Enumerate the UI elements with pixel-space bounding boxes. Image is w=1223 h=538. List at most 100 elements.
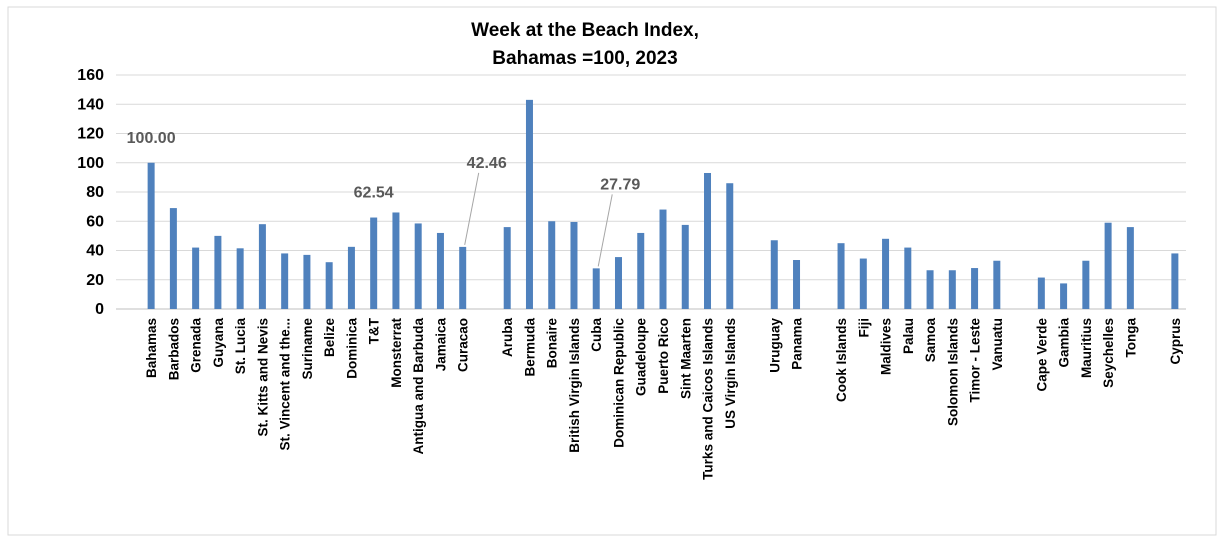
value-label: 42.46 [467, 155, 507, 172]
bar [1171, 253, 1179, 309]
bar [214, 235, 222, 309]
x-tick-label: Belize [322, 318, 337, 358]
x-tick-label: Mauritius [1079, 318, 1094, 378]
bar [147, 162, 155, 309]
y-tick-label: 80 [86, 184, 104, 201]
value-label: 27.79 [600, 176, 640, 193]
bar [525, 99, 533, 309]
bar [681, 224, 689, 309]
bar [347, 246, 355, 309]
y-tick-label: 20 [86, 272, 104, 289]
value-label: 100.00 [127, 130, 176, 147]
x-tick-label: Timor - Leste [968, 318, 983, 403]
bar [1104, 222, 1112, 309]
bar [1126, 227, 1134, 309]
x-tick-label: Suriname [300, 318, 315, 380]
x-tick-label: Sint Maarten [678, 318, 693, 399]
x-tick-label: Samoa [923, 318, 938, 363]
bar [414, 223, 422, 309]
bar [726, 183, 734, 309]
x-tick-label: Uruguay [767, 318, 782, 373]
leader-line [597, 194, 613, 267]
bar [370, 217, 378, 309]
bar [1082, 260, 1090, 309]
bar [793, 260, 801, 309]
bar [882, 238, 890, 309]
x-tick-label: Monsterrat [389, 318, 404, 388]
bar [614, 257, 622, 309]
bar [659, 209, 667, 309]
x-tick-label: Jamaica [433, 318, 448, 372]
y-tick-label: 60 [86, 213, 104, 230]
x-tick-label: Guadeloupe [634, 318, 649, 396]
x-tick-label: Solomon Islands [945, 318, 960, 426]
bar [325, 262, 333, 309]
x-tick-label: Grenada [189, 318, 204, 373]
bar [592, 268, 600, 309]
bar [837, 243, 845, 309]
bar [236, 248, 244, 309]
bar [548, 221, 556, 309]
chart-title: Bahamas =100, 2023 [492, 48, 677, 69]
x-tick-label: Aruba [500, 318, 515, 357]
y-tick-label: 0 [95, 301, 104, 318]
bar [281, 253, 289, 309]
bar [770, 240, 778, 309]
y-tick-label: 100 [77, 155, 104, 172]
bar [258, 224, 266, 309]
x-tick-label: Puerto Rico [656, 318, 671, 394]
x-tick-label: Dominica [344, 318, 359, 379]
chart-frame [7, 6, 1217, 536]
bar [948, 270, 956, 309]
x-tick-label: T&T [367, 317, 382, 344]
bar [859, 258, 867, 309]
x-tick-label: St. Vincent and the... [278, 318, 293, 451]
x-tick-label: Turks and Caicos Islands [701, 318, 716, 480]
bar [1037, 277, 1045, 309]
x-tick-label: Fiji [856, 318, 871, 338]
bar [570, 221, 578, 309]
chart-title: Week at the Beach Index, [471, 20, 699, 41]
bar [392, 212, 400, 309]
x-tick-label: Bermuda [522, 318, 537, 377]
bar [303, 254, 311, 309]
x-tick-label: Tonga [1123, 318, 1138, 358]
x-tick-label: St. Kitts and Nevis [255, 318, 270, 437]
value-label: 62.54 [354, 185, 394, 202]
x-tick-label: Panama [790, 318, 805, 370]
y-tick-label: 140 [77, 96, 104, 113]
bar [503, 227, 511, 309]
bar [993, 260, 1001, 309]
x-tick-label: British Virgin Islands [567, 318, 582, 453]
x-tick-label: Cook Islands [834, 318, 849, 402]
bar [169, 208, 177, 309]
bar [192, 247, 200, 309]
x-tick-label: Guyana [211, 318, 226, 368]
y-tick-label: 120 [77, 126, 104, 143]
y-tick-label: 40 [86, 243, 104, 260]
bar [436, 232, 444, 309]
x-tick-label: Barbados [166, 318, 181, 380]
x-tick-label: Cuba [589, 318, 604, 352]
x-tick-label: St. Lucia [233, 318, 248, 375]
x-tick-label: Cyprus [1168, 318, 1183, 365]
bar [459, 246, 467, 309]
x-tick-label: Seychelles [1101, 318, 1116, 388]
x-tick-label: Palau [901, 318, 916, 354]
x-tick-label: Cape Verde [1034, 318, 1049, 392]
x-tick-label: Vanuatu [990, 318, 1005, 371]
bar [704, 172, 712, 309]
bar [1060, 283, 1068, 309]
x-tick-label: US Virgin Islands [723, 318, 738, 429]
x-tick-label: Curacao [456, 318, 471, 372]
leader-line [464, 172, 480, 245]
x-tick-label: Bonaire [545, 318, 560, 369]
x-tick-label: Dominican Republic [611, 318, 626, 448]
bar [926, 270, 934, 309]
x-tick-label: Maldives [879, 318, 894, 375]
bar [637, 232, 645, 309]
y-tick-label: 160 [77, 67, 104, 84]
bar [904, 247, 912, 309]
x-tick-label: Bahamas [144, 318, 159, 378]
